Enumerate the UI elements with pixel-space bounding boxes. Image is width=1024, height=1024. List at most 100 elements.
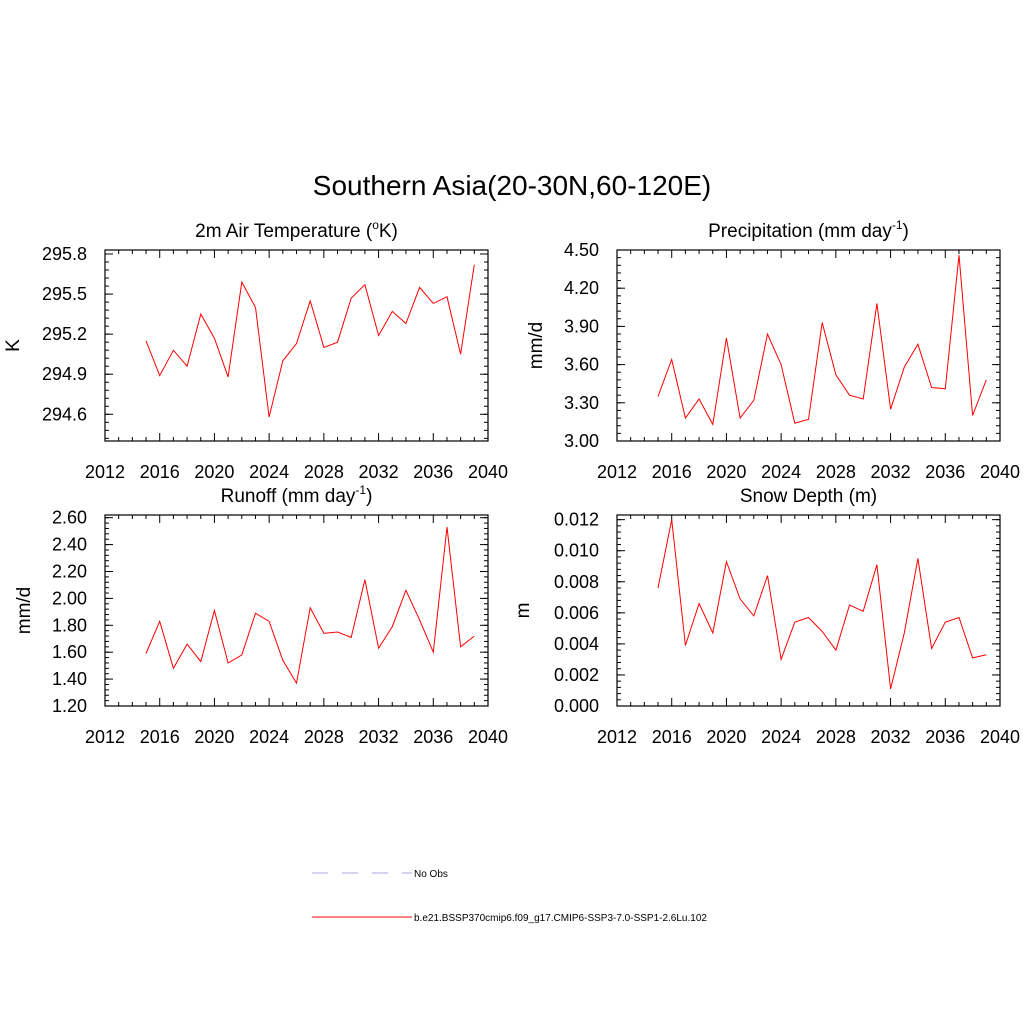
data-point: [378, 335, 379, 336]
data-point: [931, 648, 932, 649]
panel-title: Snow Depth (m): [740, 486, 877, 507]
data-point: [726, 561, 727, 562]
y-tick-label: 2.20: [52, 561, 87, 581]
y-axis-label: m: [513, 603, 534, 619]
series-line: [657, 255, 987, 426]
chart-panel-4: 2012 2016 2020 2024 2028 2032 2036 2040 0.000 0.0…: [513, 486, 1020, 747]
data-point: [200, 661, 201, 662]
x-tick-label: 2012: [85, 727, 125, 747]
data-point: [145, 653, 146, 654]
data-point: [876, 303, 877, 304]
data-point: [255, 307, 256, 308]
data-point: [364, 579, 365, 580]
series-line: [145, 264, 475, 418]
y-tick-label: 0.006: [554, 603, 599, 623]
data-point: [958, 254, 959, 255]
data-point: [323, 347, 324, 348]
x-tick-label: 2036: [925, 727, 965, 747]
data-point: [419, 619, 420, 620]
data-point: [214, 610, 215, 611]
x-tick-label: 2040: [468, 727, 508, 747]
data-point: [446, 296, 447, 297]
data-point: [781, 659, 782, 660]
x-tick-label: 2032: [359, 727, 399, 747]
data-point: [767, 575, 768, 576]
data-point: [917, 344, 918, 345]
x-tick-label: 2012: [597, 462, 637, 482]
y-tick-label: 294.9: [42, 364, 87, 384]
x-tick-label: 2024: [761, 727, 801, 747]
chart-panel-2: 2012 2016 2020 2024 2028 2032 2036 2040 3.00 3.30…: [526, 218, 1020, 482]
y-tick-label: 0.012: [554, 510, 599, 530]
panel-title-text-end: K): [379, 221, 398, 242]
panel-title: 2m Air Temperature (oK): [195, 218, 398, 242]
y-tick-label: 1.60: [52, 642, 87, 662]
data-point: [822, 322, 823, 323]
data-point: [310, 300, 311, 301]
data-point: [296, 343, 297, 344]
panel-title-superscript: o: [372, 218, 379, 232]
legend-label-1: No Obs: [414, 869, 448, 880]
data-point: [849, 395, 850, 396]
data-point: [419, 287, 420, 288]
data-point: [269, 621, 270, 622]
panel-title: Precipitation (mm day-1): [708, 218, 909, 242]
data-point: [657, 396, 658, 397]
legend: No Obs b.e21.BSSP370cmip6.f09_g17.CMIP6-S…: [312, 869, 707, 924]
data-point: [186, 644, 187, 645]
panel-title-superscript: -1: [355, 483, 366, 497]
x-tick-label: 2020: [706, 727, 746, 747]
x-tick-label: 2032: [359, 462, 399, 482]
data-point: [904, 367, 905, 368]
data-point: [241, 281, 242, 282]
panel-title-text-end: ): [903, 221, 909, 242]
panel-title: Runoff (mm day-1): [221, 483, 373, 507]
data-point: [228, 376, 229, 377]
data-point: [863, 611, 864, 612]
data-point: [214, 338, 215, 339]
y-tick-label: 2.60: [52, 508, 87, 528]
data-point: [767, 333, 768, 334]
data-point: [186, 366, 187, 367]
x-tick-label: 2032: [871, 727, 911, 747]
data-point: [173, 668, 174, 669]
data-point: [972, 415, 973, 416]
data-point: [460, 646, 461, 647]
y-tick-label: 0.008: [554, 572, 599, 592]
y-tick-label: 4.20: [564, 278, 599, 298]
data-point: [323, 633, 324, 634]
y-tick-label: 4.50: [564, 240, 599, 260]
x-tick-label: 2016: [140, 462, 180, 482]
x-tick-label: 2036: [413, 727, 453, 747]
y-axis-label: mm/d: [14, 587, 35, 635]
x-tick-label: 2012: [597, 727, 637, 747]
data-point: [405, 323, 406, 324]
x-tick-label: 2036: [413, 462, 453, 482]
plot-frame: [104, 249, 489, 442]
data-point: [794, 423, 795, 424]
data-point: [241, 654, 242, 655]
x-tick-label: 2028: [816, 462, 856, 482]
x-tick-label: 2024: [249, 462, 289, 482]
y-tick-label: 0.002: [554, 665, 599, 685]
data-point: [685, 417, 686, 418]
data-point: [351, 297, 352, 298]
data-point: [310, 607, 311, 608]
data-point: [671, 519, 672, 520]
x-tick-label: 2032: [871, 462, 911, 482]
x-tick-label: 2012: [85, 462, 125, 482]
data-point: [460, 354, 461, 355]
data-point: [159, 375, 160, 376]
data-point: [986, 379, 987, 380]
data-point: [337, 342, 338, 343]
data-point: [904, 632, 905, 633]
data-point: [712, 632, 713, 633]
panel-title-text: Snow Depth (m): [740, 486, 877, 507]
data-point: [671, 359, 672, 360]
x-tick-label: 2040: [468, 462, 508, 482]
data-point: [200, 314, 201, 315]
x-tick-label: 2040: [980, 727, 1020, 747]
data-point: [822, 631, 823, 632]
data-point: [364, 284, 365, 285]
data-point: [657, 587, 658, 588]
